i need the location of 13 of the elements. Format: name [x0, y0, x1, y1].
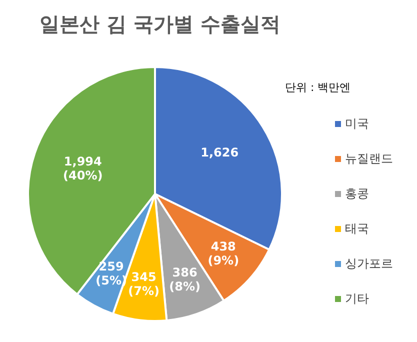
data-label: 345 (7%) — [128, 270, 160, 298]
chart-title: 일본산 김 국가별 수출실적 — [40, 12, 280, 36]
legend-label: 기타 — [345, 291, 369, 306]
legend-label: 태국 — [345, 221, 369, 236]
data-label: 1,994 (40%) — [63, 154, 103, 183]
legend-label: 홍콩 — [345, 186, 369, 200]
legend-label: 뉴질랜드 — [345, 151, 393, 166]
text: 단위 : 백만엔 — [285, 81, 351, 94]
data-label: 1,626 — [200, 146, 239, 160]
data-label: 386 (8%) — [169, 266, 201, 294]
legend-label: 싱가포르 — [345, 256, 393, 270]
data-label: 438 (9%) — [208, 240, 240, 268]
legend-label: 미국 — [345, 116, 369, 130]
